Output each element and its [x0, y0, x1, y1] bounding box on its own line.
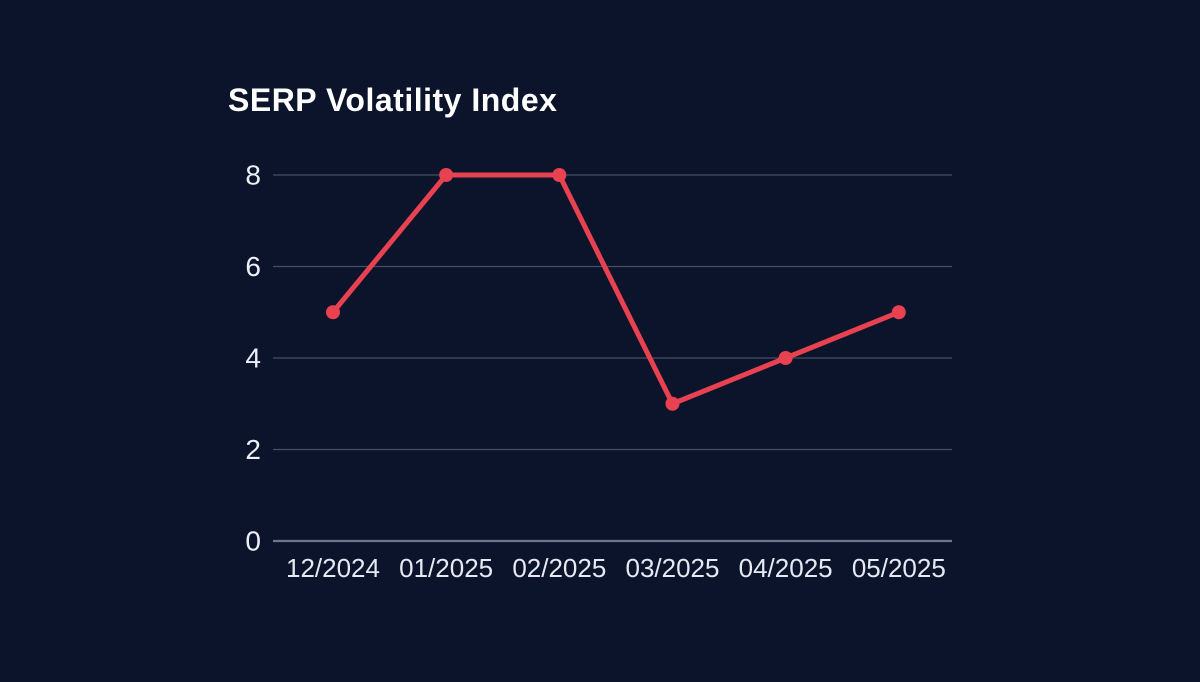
y-axis-tick-label: 8 — [245, 160, 261, 191]
y-axis-tick-label: 2 — [245, 434, 261, 465]
x-axis-label: 01/2025 — [399, 553, 493, 583]
data-point-marker — [665, 396, 680, 411]
y-axis-tick-label: 0 — [245, 526, 261, 557]
y-axis-tick-label: 4 — [245, 343, 261, 374]
x-axis-label: 02/2025 — [512, 553, 606, 583]
x-axis-label: 04/2025 — [739, 553, 833, 583]
data-point-marker — [778, 351, 793, 365]
chart-title: SERP Volatility Index — [228, 82, 558, 118]
x-axis-label: 05/2025 — [852, 553, 946, 583]
data-point-marker — [439, 168, 454, 182]
data-point-marker — [891, 305, 906, 320]
x-axis-label: 12/2024 — [286, 553, 380, 583]
data-point-marker — [552, 168, 567, 182]
data-point-marker — [325, 305, 340, 320]
series-line — [330, 172, 902, 407]
x-axis-label: 03/2025 — [625, 553, 719, 583]
y-axis-tick-label: 6 — [245, 251, 261, 282]
